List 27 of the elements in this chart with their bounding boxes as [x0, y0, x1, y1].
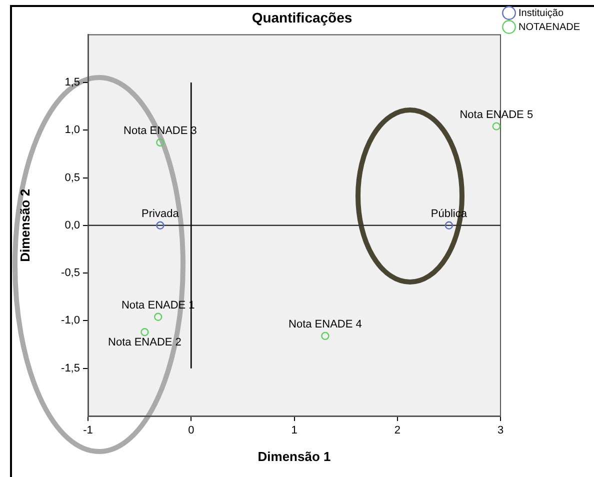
- x-axis-title: Dimensão 1: [258, 448, 331, 464]
- y-axis-title: Dimensão 2: [17, 188, 32, 262]
- y-tick-label: -1,0: [61, 314, 80, 327]
- point: [156, 221, 164, 230]
- legend-label: Instituição: [518, 8, 564, 19]
- x-tick-label: -1: [83, 424, 93, 437]
- x-tick-label: 3: [497, 424, 504, 437]
- point: [156, 138, 164, 147]
- legend-label: NOTAENADE: [518, 22, 580, 33]
- annotation: Nota ENADE 2: [108, 336, 182, 349]
- y-tick-label: 1,5: [64, 76, 80, 88]
- y-tick-label: -1,5: [61, 362, 80, 374]
- point: [140, 328, 149, 336]
- point: [444, 221, 454, 230]
- annotation: Nota ENADE 4: [288, 318, 362, 330]
- x-tick-label: 2: [394, 424, 400, 437]
- y-tick-label: -0,5: [61, 267, 80, 280]
- x-tick-label: 0: [188, 424, 194, 437]
- y-tick-label: 0,5: [64, 172, 80, 184]
- y-tick-label: 1,0: [64, 124, 80, 136]
- point: [154, 312, 162, 321]
- point: [492, 122, 500, 130]
- point: [321, 332, 330, 340]
- x-tick-label: 1: [291, 424, 298, 437]
- y-tick-label: 0,0: [64, 219, 80, 232]
- chart-title: Quantificações: [252, 9, 352, 26]
- annotation: Privada: [142, 208, 180, 220]
